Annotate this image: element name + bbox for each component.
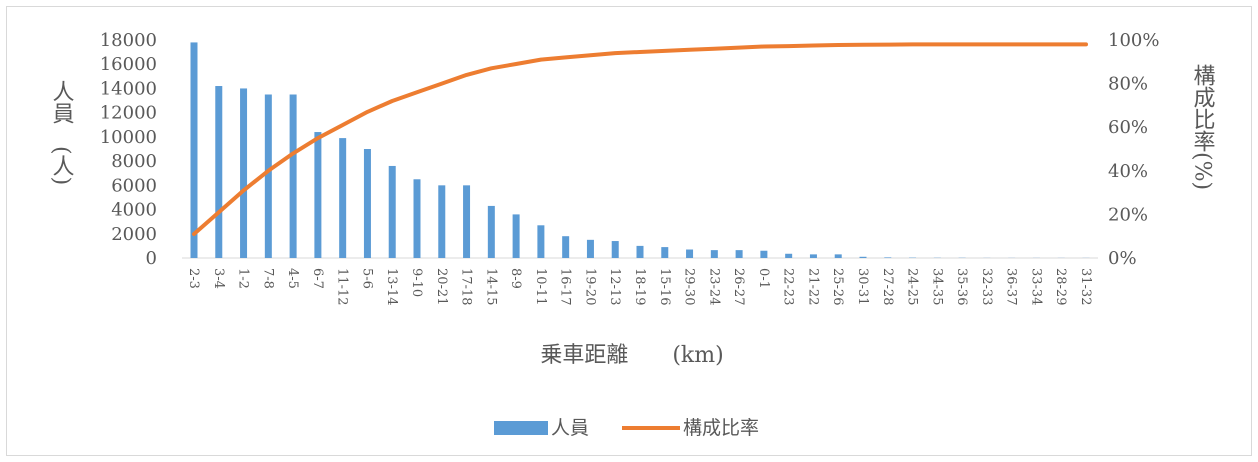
- x-tick-7-8: 7-8: [260, 268, 275, 289]
- y-tick-left-6: 12000: [100, 103, 157, 124]
- bar-12-13: [611, 241, 619, 258]
- y-tick-right-3: 60%: [1108, 117, 1148, 138]
- y-tick-right-2: 40%: [1108, 161, 1148, 182]
- y-axis-title-left: 人員 (人): [49, 80, 75, 185]
- bar-1-2: [240, 88, 248, 258]
- x-tick-15-16: 15-16: [657, 268, 672, 305]
- bar-18-19: [636, 245, 644, 258]
- line-series-ratio: [192, 42, 1088, 236]
- right-axis-ticks: 0% 20% 40% 60% 80% 100%: [1108, 30, 1159, 269]
- y-tick-right-4: 80%: [1108, 74, 1148, 95]
- x-tick-36-37: 36-37: [1004, 268, 1019, 305]
- x-axis-ticks: 2-3 3-4 1-2 7-8 4-5 6-7 11-12 5-6 13-14 9-10 20-21…: [186, 268, 1093, 305]
- y-tick-left-3: 6000: [111, 175, 157, 196]
- x-tick-5-6: 5-6: [359, 268, 374, 289]
- bar-26-27: [735, 250, 743, 258]
- x-tick-2-3: 2-3: [186, 268, 201, 289]
- y-tick-left-7: 14000: [100, 78, 157, 99]
- left-axis-ticks: 0 2000 4000 6000 8000 10000 12000 14000 16000 180…: [100, 30, 157, 269]
- bar-3-4: [215, 86, 223, 259]
- y-tick-left-5: 10000: [100, 127, 157, 148]
- x-tick-11-12: 11-12: [335, 268, 350, 305]
- x-tick-12-13: 12-13: [607, 268, 622, 305]
- x-tick-1-2: 1-2: [236, 268, 251, 289]
- x-tick-9-10: 9-10: [409, 268, 424, 297]
- y-tick-left-0: 0: [146, 248, 157, 269]
- x-tick-23-24: 23-24: [706, 268, 721, 305]
- x-tick-14-15: 14-15: [483, 268, 498, 305]
- y-tick-left-8: 16000: [100, 54, 157, 75]
- x-tick-33-34: 33-34: [1028, 268, 1043, 305]
- bar-15-16: [661, 247, 669, 258]
- x-tick-29-30: 29-30: [682, 268, 697, 305]
- legend-swatch-bar: [494, 421, 548, 435]
- y-axis-title-right: 構成比率(%): [1190, 64, 1216, 190]
- bar-13-14: [388, 165, 396, 258]
- x-tick-27-28: 27-28: [880, 268, 895, 305]
- legend-label-line: 構成比率: [683, 417, 759, 439]
- bar-17-18: [463, 185, 471, 258]
- x-tick-26-27: 26-27: [731, 268, 746, 305]
- legend: 人員 構成比率: [494, 417, 759, 439]
- x-tick-8-9: 8-9: [508, 268, 523, 289]
- x-tick-28-29: 28-29: [1053, 268, 1068, 305]
- bar-5-6: [363, 149, 371, 258]
- y-tick-right-5: 100%: [1108, 30, 1159, 51]
- x-tick-24-25: 24-25: [905, 268, 920, 305]
- y-tick-left-4: 8000: [111, 151, 157, 172]
- bar-19-20: [586, 239, 594, 258]
- x-tick-21-22: 21-22: [805, 268, 820, 305]
- bar-0-1: [760, 250, 768, 258]
- bar-8-9: [512, 214, 520, 258]
- x-tick-35-36: 35-36: [954, 268, 969, 305]
- bar-7-8: [264, 94, 272, 258]
- chart-area: [6, 6, 1252, 456]
- x-tick-31-32: 31-32: [1078, 268, 1093, 305]
- x-tick-18-19: 18-19: [632, 268, 647, 305]
- bar-series: [190, 42, 1090, 259]
- x-tick-22-23: 22-23: [781, 268, 796, 305]
- x-tick-34-35: 34-35: [929, 268, 944, 305]
- bar-27-28: [884, 257, 892, 258]
- x-tick-20-21: 20-21: [434, 268, 449, 305]
- y-tick-left-9: 18000: [100, 30, 157, 51]
- x-tick-13-14: 13-14: [384, 268, 399, 305]
- bar-22-23: [785, 253, 793, 258]
- bar-20-21: [438, 185, 446, 258]
- bar-30-31: [859, 256, 867, 258]
- x-tick-16-17: 16-17: [558, 268, 573, 305]
- y-tick-right-0: 0%: [1108, 248, 1137, 269]
- bar-21-22: [809, 254, 817, 258]
- x-axis-title: 乗車距離 (km): [540, 343, 723, 368]
- bar-4-5: [289, 94, 297, 258]
- x-tick-19-20: 19-20: [582, 268, 597, 305]
- y-tick-right-1: 20%: [1108, 204, 1148, 225]
- y-tick-left-1: 2000: [111, 224, 157, 245]
- x-tick-0-1: 0-1: [756, 268, 771, 289]
- x-tick-3-4: 3-4: [211, 268, 226, 289]
- bar-9-10: [413, 179, 421, 258]
- legend-label-bar: 人員: [551, 417, 589, 439]
- x-tick-17-18: 17-18: [459, 268, 474, 305]
- bar-29-30: [686, 249, 694, 258]
- bar-11-12: [339, 138, 347, 258]
- bar-16-17: [562, 236, 570, 258]
- bar-14-15: [487, 205, 495, 258]
- x-tick-32-33: 32-33: [979, 268, 994, 305]
- x-tick-25-26: 25-26: [830, 268, 845, 305]
- bar-6-7: [314, 132, 322, 258]
- x-tick-30-31: 30-31: [855, 268, 870, 305]
- bar-23-24: [710, 250, 718, 258]
- x-tick-6-7: 6-7: [310, 268, 325, 289]
- y-tick-left-2: 4000: [111, 200, 157, 221]
- bar-2-3: [190, 42, 198, 258]
- bar-25-26: [834, 254, 842, 258]
- x-tick-10-11: 10-11: [533, 268, 548, 305]
- x-tick-4-5: 4-5: [285, 268, 300, 289]
- bar-10-11: [537, 225, 545, 258]
